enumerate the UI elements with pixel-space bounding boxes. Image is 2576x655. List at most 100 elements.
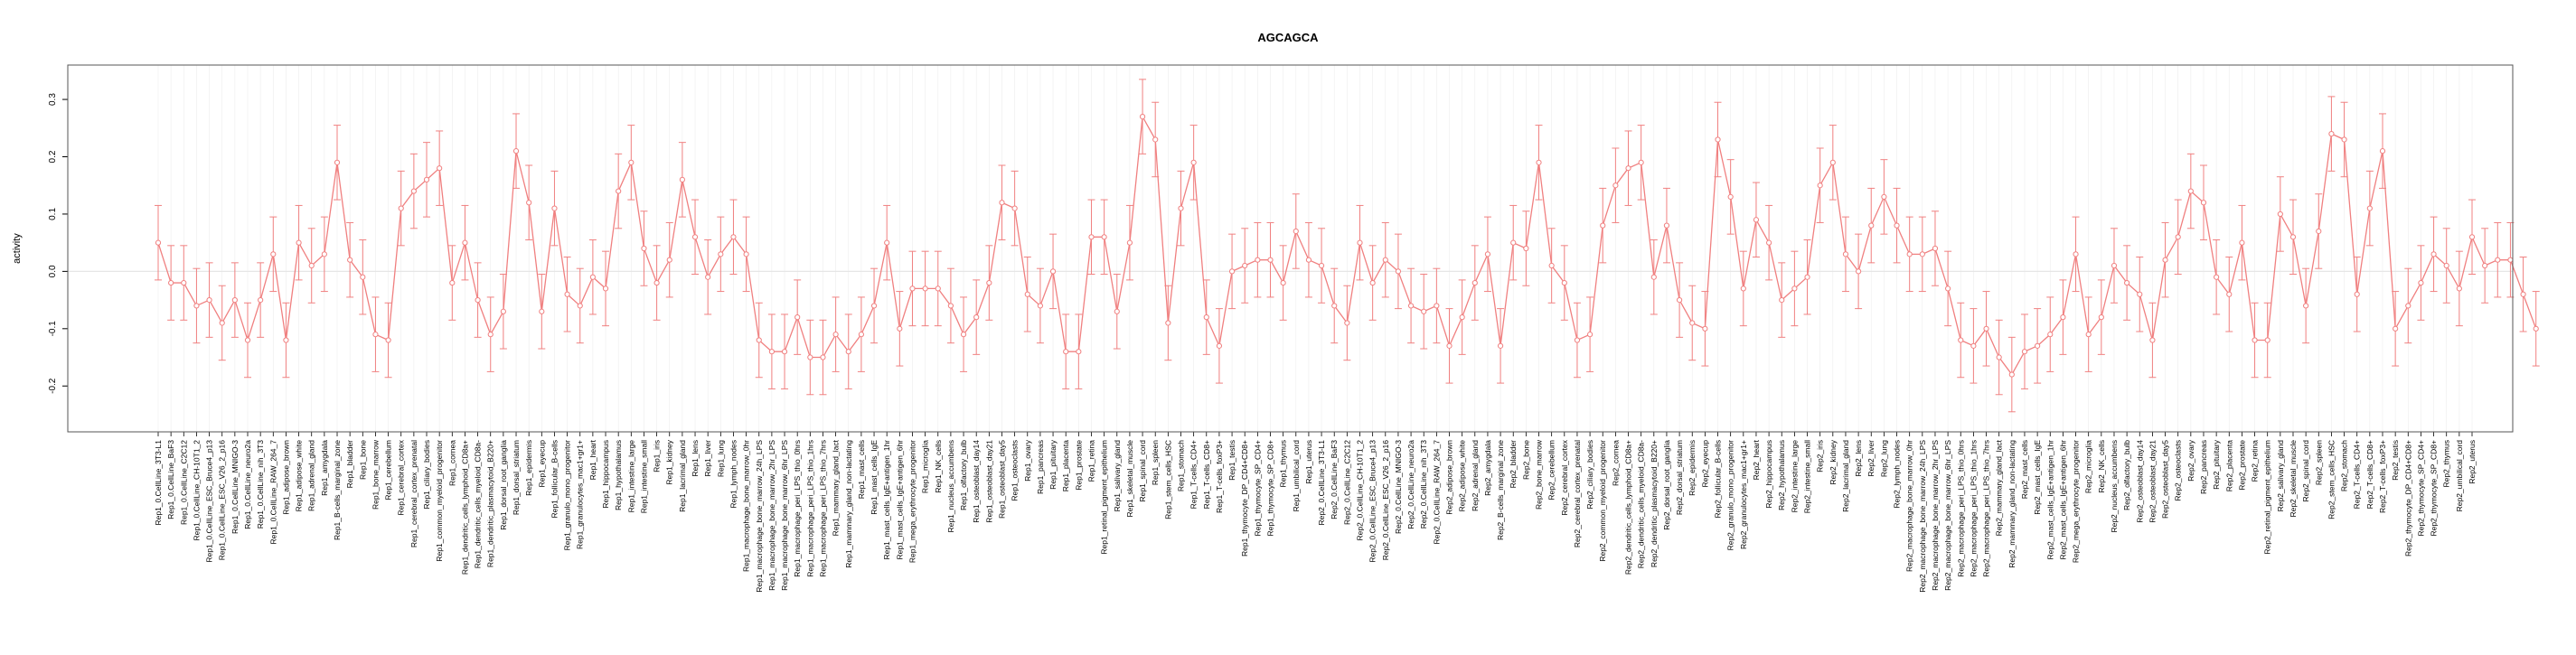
x-tick-label: Rep2_microglia	[2084, 440, 2093, 493]
data-point	[321, 251, 327, 257]
data-point	[437, 165, 443, 172]
data-point	[360, 274, 366, 280]
data-point	[462, 239, 468, 246]
data-point	[1114, 308, 1120, 314]
x-tick-label: Rep2_olfactory_bulb	[2122, 440, 2131, 510]
data-point	[1459, 314, 1465, 321]
data-point	[168, 279, 174, 286]
data-point	[526, 200, 532, 206]
x-tick-label: Rep1_pancreas	[1036, 440, 1045, 494]
x-tick-label: Rep2_thymocyte_SP_CD8+	[2430, 440, 2439, 537]
data-point	[2060, 314, 2066, 321]
data-point	[820, 354, 826, 360]
x-tick-label: Rep1_adipose_brown	[281, 440, 290, 515]
x-tick-label: Rep2_osteoblast_day5	[2161, 440, 2170, 519]
x-tick-label: Rep2_hypothalamus	[1777, 440, 1786, 510]
x-tick-label: Rep1_cerebral_cortex_prenatal	[409, 440, 418, 547]
x-tick-label: Rep2_0.CellLine_neuro2a	[1406, 440, 1415, 529]
data-point	[1037, 303, 1044, 309]
data-point	[2328, 131, 2335, 137]
x-tick-label: Rep1_macrophage_bone_marrow_2hr_LPS	[767, 440, 776, 591]
data-point	[1625, 165, 1631, 172]
x-tick-label: Rep1_dorsal_root_ganglia	[499, 440, 508, 530]
x-tick-label: Rep1_thymocyte_DP_CD4+CD8+	[1240, 440, 1249, 557]
x-tick-label: Rep1_0.CellLine_ESC_V26_2_p16	[218, 440, 227, 561]
data-point	[832, 332, 839, 338]
x-tick-label: Rep1_cornea	[447, 440, 456, 486]
x-tick-label: Rep1_adipose_white	[295, 440, 304, 512]
data-point	[666, 257, 672, 263]
data-point	[2520, 291, 2526, 297]
x-tick-label: Rep1_follicular_B-cells	[550, 440, 559, 518]
data-point	[1779, 296, 1785, 304]
x-tick-label: Rep1_mast_cells_IgE	[870, 440, 879, 515]
x-tick-label: Rep1_iris	[653, 440, 662, 473]
x-tick-label: Rep2_dendritic_cells_lymphoid_CD8a+	[1624, 440, 1633, 575]
data-point	[1612, 182, 1619, 189]
x-tick-label: Rep2_0.CellLine_BaF3	[1330, 440, 1339, 519]
x-tick-label: Rep2_osteoclasts	[2174, 440, 2183, 501]
x-tick-label: Rep2_thymocyte_SP_CD4+	[2416, 440, 2425, 537]
x-tick-label: Rep2_heart	[1752, 439, 1761, 480]
data-point	[794, 314, 801, 321]
x-tick-label: Rep2_testis	[2391, 440, 2400, 481]
data-point	[1727, 193, 1734, 201]
data-point	[2289, 234, 2297, 240]
data-point	[1152, 136, 1159, 143]
x-tick-label: Rep1_0.CellLine_BaF3	[166, 440, 175, 519]
data-point	[589, 274, 596, 280]
data-point	[884, 239, 890, 246]
x-tick-label: Rep2_macrophage_peri_LPS_thio_0hrs	[1956, 440, 1965, 577]
data-point	[1856, 268, 1862, 275]
data-point	[1765, 239, 1772, 246]
x-tick-label: Rep1_dendritic_cells_lymphoid_CD8a+	[460, 440, 469, 575]
x-tick-label: Rep2_mammary_gland_non-lactating	[2007, 440, 2017, 568]
x-tick-label: Rep2_macrophage_bone_marrow_0hr	[1905, 440, 1914, 572]
data-point	[2456, 285, 2462, 292]
data-point	[2085, 332, 2092, 338]
data-point	[781, 349, 788, 355]
data-point	[1242, 262, 1248, 269]
x-tick-label: Rep1_hippocampus	[601, 440, 610, 509]
x-tick-label: Rep1_heart	[588, 439, 597, 480]
data-point	[334, 159, 341, 165]
data-point	[1817, 182, 1823, 189]
data-point	[410, 188, 417, 194]
x-tick-label: Rep1_mega_erythrocyte_progenitor	[907, 440, 917, 563]
data-point	[2303, 303, 2309, 309]
data-point	[500, 308, 506, 314]
x-tick-label: Rep1_0.CellLine_nih_3T3	[256, 440, 265, 529]
x-tick-label: Rep1_thymocyte_SP_CD8+	[1265, 440, 1274, 537]
x-tick-label: Rep1_mast_cells_IgE+antigen_1hr	[882, 440, 891, 560]
x-tick-label: Rep1_olfactory_bulb	[959, 440, 968, 510]
data-point	[1702, 325, 1708, 332]
data-point	[1945, 285, 1951, 292]
data-point	[845, 349, 851, 355]
x-tick-label: Rep1_0.CellLine_MNIGO-3	[230, 440, 240, 534]
data-point	[2226, 291, 2233, 297]
data-point	[2341, 136, 2347, 143]
data-point	[2443, 262, 2449, 269]
data-point	[1842, 251, 1849, 257]
x-tick-label: Rep1_T-cells_foxP3+	[1215, 440, 1224, 513]
data-point	[897, 325, 903, 332]
x-tick-label: Rep1_bone	[358, 440, 367, 480]
data-point	[1190, 159, 1197, 165]
x-tick-label: Rep1_thymocyte_SP_CD4+	[1253, 440, 1262, 537]
data-point	[2354, 291, 2360, 297]
data-point	[2137, 291, 2143, 297]
data-point	[539, 308, 545, 314]
data-point	[2277, 211, 2283, 218]
data-point	[2316, 228, 2322, 235]
x-tick-label: Rep2_ovary	[2186, 439, 2195, 482]
x-tick-label: Rep1_macrophage_bone_marrow_6hr_LPS	[780, 440, 789, 591]
x-tick-label: Rep1_eyecup	[537, 440, 546, 488]
y-tick-label: 0.0	[48, 265, 58, 277]
data-point	[2533, 325, 2539, 332]
x-tick-label: Rep1_0.CellLine_ESC_Bruce4_p13	[205, 440, 214, 563]
data-point	[283, 337, 289, 343]
x-tick-label: Rep1_mammary_gland_lact	[832, 439, 841, 536]
data-point	[1510, 239, 1517, 246]
data-point	[1049, 268, 1057, 275]
